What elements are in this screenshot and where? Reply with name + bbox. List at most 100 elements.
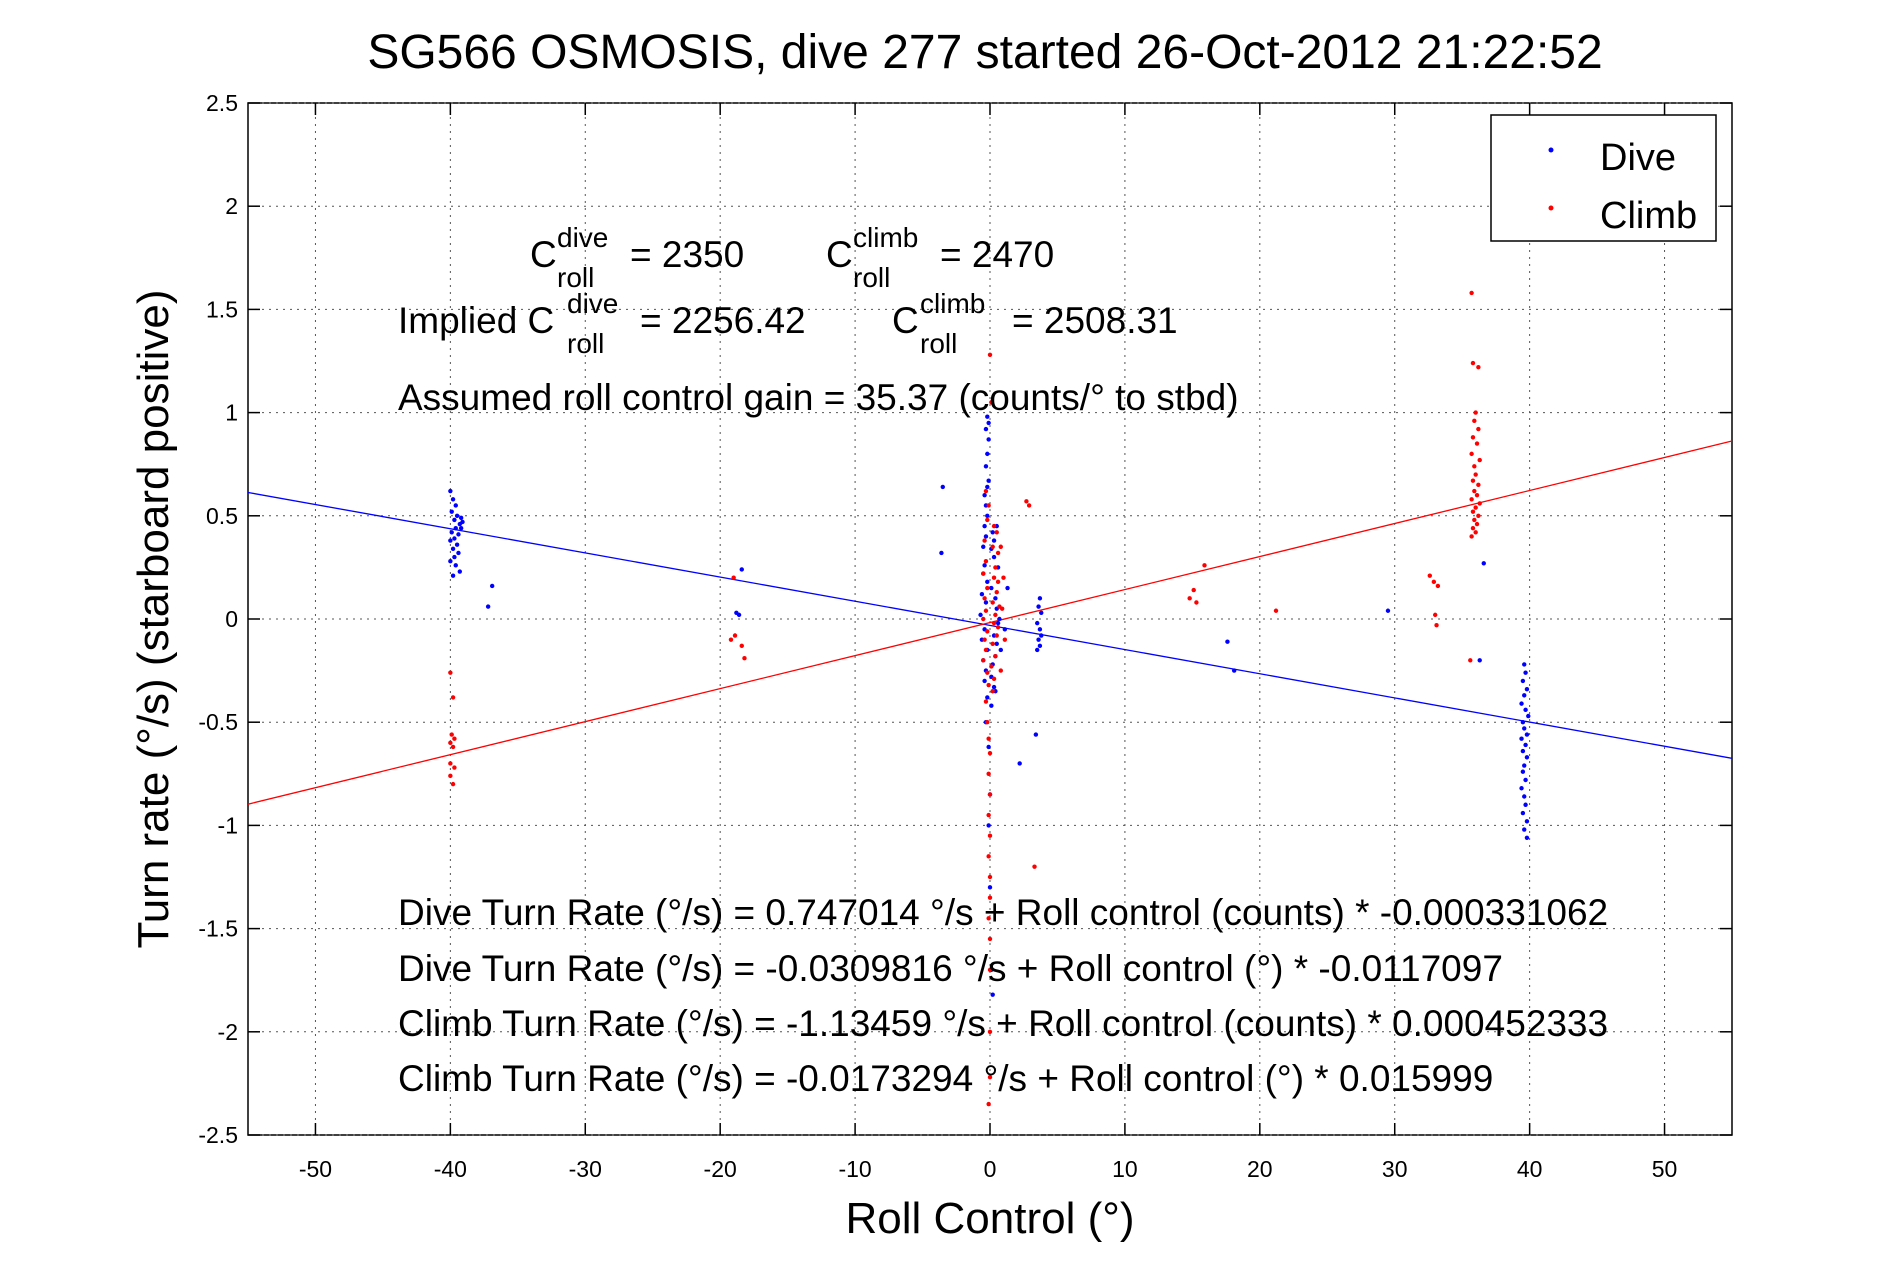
climb-point (1024, 499, 1029, 504)
climb-point (1472, 464, 1477, 469)
x-tick-label: 30 (1382, 1156, 1408, 1182)
dive-point (1524, 835, 1530, 840)
dive-point (489, 583, 495, 589)
dive-point (979, 592, 985, 597)
climb-point (987, 833, 993, 838)
x-tick-label: 20 (1247, 1156, 1273, 1182)
dive-point (983, 534, 989, 539)
equation-climb-counts: Climb Turn Rate (°/s) = -1.13459 °/s + R… (398, 1003, 1608, 1044)
dive-point (453, 563, 458, 568)
dive-point (453, 503, 458, 508)
dive-point (449, 509, 454, 514)
climb-point (1191, 587, 1196, 593)
dive-point (1522, 827, 1527, 832)
dive-point (986, 823, 991, 828)
climb-point (1032, 864, 1037, 869)
implied-prefix: Implied C (398, 300, 554, 341)
climb-point (1470, 478, 1476, 483)
climb-point (1473, 530, 1478, 535)
dive-point (982, 678, 987, 684)
climb-point (1194, 600, 1199, 605)
climb-point (448, 761, 453, 766)
climb-point (450, 695, 456, 700)
dive-point (986, 744, 991, 750)
dive-point (454, 542, 460, 547)
dive-point (989, 703, 994, 708)
climb-point (1473, 505, 1478, 510)
climb-point (985, 629, 990, 634)
dive-point (1523, 777, 1528, 783)
dive-point (1519, 736, 1524, 741)
y-tick-label: -1 (218, 812, 238, 838)
dive-point (982, 563, 987, 568)
dive-point (978, 612, 983, 618)
x-tick-label: 0 (984, 1156, 997, 1182)
dive-point (449, 530, 454, 535)
roll-gain-annotation: Assumed roll control gain = 35.37 (count… (398, 377, 1239, 418)
regression-equations: Dive Turn Rate (°/s) = 0.747014 °/s + Ro… (398, 892, 1608, 1099)
dive-point (1520, 720, 1526, 725)
climb-point (986, 854, 991, 859)
dive-point (982, 523, 987, 529)
climb-point (1470, 360, 1476, 366)
dive-point (453, 525, 458, 531)
climb-point (448, 740, 453, 746)
dive-point (1522, 794, 1527, 799)
climb-point (993, 653, 998, 659)
x-tick-label: -20 (704, 1156, 737, 1182)
climb-point (739, 643, 744, 649)
climb-point (1472, 418, 1477, 424)
climb-point (982, 538, 987, 543)
climb-point (452, 765, 457, 770)
y-tick-label: 0.5 (206, 503, 238, 529)
climb-point (1476, 426, 1481, 432)
climb-point (1469, 451, 1474, 457)
y-tick-label: 2.5 (206, 90, 238, 116)
climb-point (1469, 497, 1474, 502)
climb-point (1474, 492, 1480, 498)
equation-dive-degrees: Dive Turn Rate (°/s) = -0.0309816 °/s + … (398, 948, 1503, 989)
equation-climb-degrees: Climb Turn Rate (°/s) = -0.0173294 °/s +… (398, 1058, 1493, 1099)
c-roll-climb-sub: roll (853, 262, 890, 293)
climb-point (995, 625, 1001, 630)
dive-point (460, 519, 465, 525)
climb-point (995, 579, 1001, 585)
dive-fit-line (248, 491, 1732, 759)
dive-point (995, 620, 1001, 626)
dive-point (990, 992, 995, 997)
climb-point (991, 523, 997, 529)
c-roll-climb-sup: climb (853, 222, 918, 253)
c-roll-annotation-row: C dive roll = 2350 C climb roll = 2470 (530, 222, 1054, 293)
dive-point (983, 426, 989, 432)
climb-point (990, 600, 995, 605)
climb-point (990, 641, 995, 646)
c-roll-climb-value: = 2470 (940, 234, 1054, 275)
y-tick-label: 1.5 (206, 296, 238, 322)
climb-point (993, 612, 998, 618)
climb-point (1470, 525, 1476, 531)
dive-point (1519, 786, 1524, 791)
climb-point (1469, 290, 1474, 296)
implied-dive-value: = 2256.42 (640, 300, 806, 341)
dive-point (986, 437, 991, 442)
dive-point (1526, 713, 1531, 719)
climb-point (450, 744, 456, 750)
x-tick-label: -40 (434, 1156, 467, 1182)
dive-point (456, 532, 461, 537)
x-tick-label: 10 (1112, 1156, 1138, 1182)
dive-point (1523, 742, 1528, 748)
climb-point (1002, 637, 1008, 642)
climb-point (986, 771, 991, 776)
dive-point (1520, 678, 1526, 684)
y-tick-label: 1 (225, 400, 238, 426)
dive-point (1524, 732, 1530, 737)
climb-point (991, 575, 997, 580)
climb-point (1434, 622, 1439, 628)
dive-point (450, 573, 456, 578)
dive-point (985, 414, 990, 419)
dive-point (989, 585, 994, 591)
dive-point (1522, 693, 1527, 698)
climb-point (1273, 608, 1279, 613)
dive-point (1523, 802, 1528, 807)
climb-point (986, 916, 991, 921)
